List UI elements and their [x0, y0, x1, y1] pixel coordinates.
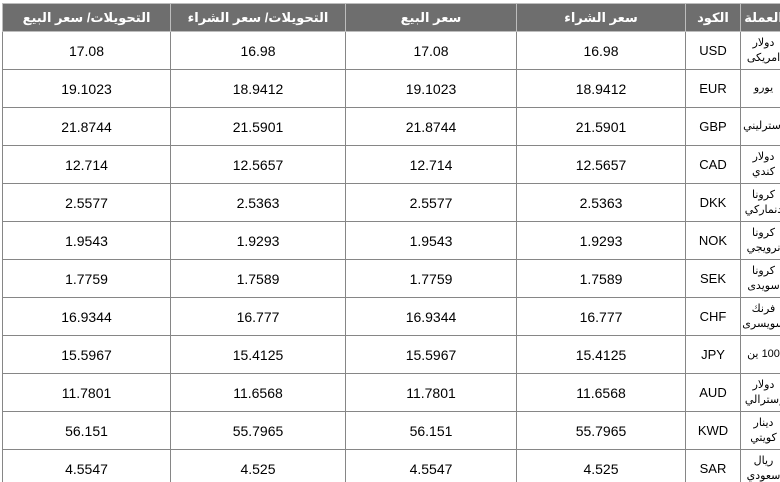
cell-currency: دولار كندي: [740, 145, 780, 184]
cell-transfer_sell: 2.5577: [2, 183, 171, 222]
cell-code: AUD: [685, 373, 741, 412]
table-row: كرونا سويدى SEK 1.7589 1.7759 1.7589 1.7759: [2, 259, 780, 298]
cell-buy: 16.98: [516, 31, 686, 70]
column-header-currency: العملة: [740, 3, 780, 32]
cell-code: USD: [685, 31, 741, 70]
cell-currency: دولار إسترالي: [740, 373, 780, 412]
cell-currency: ريال سعودي: [740, 449, 780, 482]
cell-transfer_sell: 1.7759: [2, 259, 171, 298]
cell-code: KWD: [685, 411, 741, 450]
cell-transfer_sell: 4.5547: [2, 449, 171, 482]
cell-buy: 18.9412: [516, 69, 686, 108]
cell-sell: 15.5967: [345, 335, 517, 374]
cell-transfer_sell: 21.8744: [2, 107, 171, 146]
cell-transfer_sell: 1.9543: [2, 221, 171, 260]
cell-code: SAR: [685, 449, 741, 482]
column-header-transfer_sell: التحويلات/ سعر البيع: [2, 3, 171, 32]
cell-buy: 2.5363: [516, 183, 686, 222]
cell-code: CHF: [685, 297, 741, 336]
cell-currency: كرونا نرويجي: [740, 221, 780, 260]
cell-code: NOK: [685, 221, 741, 260]
cell-transfer_buy: 16.777: [170, 297, 346, 336]
column-header-sell: سعر البيع: [345, 3, 517, 32]
cell-sell: 2.5577: [345, 183, 517, 222]
cell-transfer_buy: 1.9293: [170, 221, 346, 260]
table-row: إسترليني GBP 21.5901 21.8744 21.5901 21.8744: [2, 107, 780, 146]
cell-currency: دولار امريكى: [740, 31, 780, 70]
cell-currency: كرونا دنماركي: [740, 183, 780, 222]
cell-transfer_sell: 17.08: [2, 31, 171, 70]
cell-buy: 1.7589: [516, 259, 686, 298]
column-header-buy: سعر الشراء: [516, 3, 686, 32]
cell-sell: 17.08: [345, 31, 517, 70]
cell-sell: 19.1023: [345, 69, 517, 108]
cell-transfer_buy: 2.5363: [170, 183, 346, 222]
cell-transfer_buy: 1.7589: [170, 259, 346, 298]
cell-currency: يورو: [740, 69, 780, 108]
column-header-transfer_buy: التحويلات/ سعر الشراء: [170, 3, 346, 32]
cell-code: DKK: [685, 183, 741, 222]
cell-buy: 16.777: [516, 297, 686, 336]
cell-sell: 21.8744: [345, 107, 517, 146]
exchange-rates-table: العملة الكود سعر الشراء سعر البيع التحويلات/…: [2, 3, 780, 482]
cell-code: CAD: [685, 145, 741, 184]
table-row: دولار إسترالي AUD 11.6568 11.7801 11.6568 11.…: [2, 373, 780, 412]
cell-sell: 4.5547: [345, 449, 517, 482]
table-row: كرونا دنماركي DKK 2.5363 2.5577 2.5363 2.5577: [2, 183, 780, 222]
cell-transfer_sell: 19.1023: [2, 69, 171, 108]
cell-transfer_buy: 4.525: [170, 449, 346, 482]
cell-currency: كرونا سويدى: [740, 259, 780, 298]
cell-transfer_buy: 15.4125: [170, 335, 346, 374]
cell-transfer_sell: 16.9344: [2, 297, 171, 336]
cell-transfer_sell: 56.151: [2, 411, 171, 450]
cell-buy: 21.5901: [516, 107, 686, 146]
cell-buy: 1.9293: [516, 221, 686, 260]
cell-currency: إسترليني: [740, 107, 780, 146]
cell-transfer_buy: 11.6568: [170, 373, 346, 412]
cell-code: EUR: [685, 69, 741, 108]
cell-buy: 4.525: [516, 449, 686, 482]
cell-currency: دينار كويتي: [740, 411, 780, 450]
table-body: دولار امريكى USD 16.98 17.08 16.98 17.08 يورو E…: [2, 31, 780, 482]
table-row: ريال سعودي SAR 4.525 4.5547 4.525 4.5547: [2, 449, 780, 482]
table-row: دينار كويتي KWD 55.7965 56.151 55.7965 56.151: [2, 411, 780, 450]
table-row: 100 ين JPY 15.4125 15.5967 15.4125 15.5967: [2, 335, 780, 374]
cell-transfer_buy: 55.7965: [170, 411, 346, 450]
cell-transfer_buy: 12.5657: [170, 145, 346, 184]
cell-currency: فرنك سويسرى: [740, 297, 780, 336]
cell-sell: 12.714: [345, 145, 517, 184]
cell-transfer_buy: 16.98: [170, 31, 346, 70]
cell-code: SEK: [685, 259, 741, 298]
cell-buy: 15.4125: [516, 335, 686, 374]
cell-sell: 1.9543: [345, 221, 517, 260]
table-row: دولار امريكى USD 16.98 17.08 16.98 17.08: [2, 31, 780, 70]
cell-transfer_sell: 12.714: [2, 145, 171, 184]
cell-transfer_buy: 18.9412: [170, 69, 346, 108]
table-row: يورو EUR 18.9412 19.1023 18.9412 19.1023: [2, 69, 780, 108]
cell-sell: 16.9344: [345, 297, 517, 336]
cell-code: GBP: [685, 107, 741, 146]
cell-buy: 55.7965: [516, 411, 686, 450]
cell-code: JPY: [685, 335, 741, 374]
cell-buy: 12.5657: [516, 145, 686, 184]
column-header-code: الكود: [685, 3, 741, 32]
cell-currency: 100 ين: [740, 335, 780, 374]
cell-transfer_sell: 11.7801: [2, 373, 171, 412]
table-row: دولار كندي CAD 12.5657 12.714 12.5657 12.714: [2, 145, 780, 184]
cell-sell: 1.7759: [345, 259, 517, 298]
table-header-row: العملة الكود سعر الشراء سعر البيع التحويلات/…: [2, 3, 780, 32]
cell-sell: 11.7801: [345, 373, 517, 412]
cell-transfer_sell: 15.5967: [2, 335, 171, 374]
cell-buy: 11.6568: [516, 373, 686, 412]
cell-sell: 56.151: [345, 411, 517, 450]
table-row: كرونا نرويجي NOK 1.9293 1.9543 1.9293 1.9543: [2, 221, 780, 260]
cell-transfer_buy: 21.5901: [170, 107, 346, 146]
